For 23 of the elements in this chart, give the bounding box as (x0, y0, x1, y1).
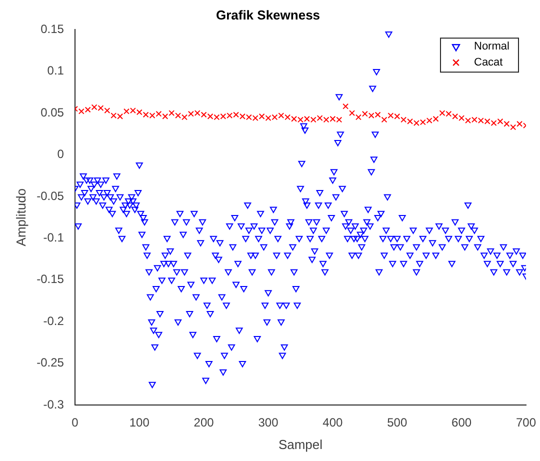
x-tick-label: 500 (387, 416, 408, 430)
x-tick-label: 100 (129, 416, 150, 430)
y-tick-label: 0 (57, 147, 64, 162)
x-axis-title: Sampel (278, 436, 323, 452)
y-tick-label: -0.25 (36, 356, 64, 370)
y-tick-label: -0.2 (43, 314, 64, 328)
y-tick-label: 0.05 (40, 105, 64, 120)
y-tick-label: -0.15 (36, 272, 64, 286)
y-tick-label: -0.1 (43, 230, 64, 244)
y-tick-label: -0.3 (43, 397, 64, 412)
x-tick-label: 300 (258, 416, 279, 430)
x-tick-label: 700 (516, 416, 536, 430)
y-axis-title: Amplitudo (13, 188, 28, 246)
x-tick-label: 200 (194, 416, 214, 430)
chart-title: Grafik Skewness (216, 7, 320, 22)
x-tick-label: 600 (452, 416, 472, 430)
x-tick-label: 0 (72, 416, 79, 430)
legend-label: Normal (474, 40, 510, 53)
legend-label: Cacat (474, 56, 503, 69)
y-tick-label: -0.05 (36, 188, 64, 203)
x-tick-label: 400 (322, 416, 344, 430)
y-tick-label: 0.1 (47, 64, 64, 78)
y-tick-label: 0.15 (40, 22, 64, 36)
